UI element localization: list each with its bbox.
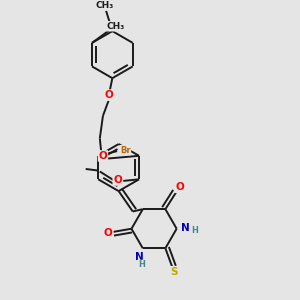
Text: O: O xyxy=(175,182,184,192)
Text: O: O xyxy=(99,151,107,161)
Text: CH₃: CH₃ xyxy=(95,1,114,10)
Text: Br: Br xyxy=(120,146,130,155)
Text: O: O xyxy=(113,175,122,185)
Text: N: N xyxy=(135,252,144,262)
Text: O: O xyxy=(105,90,114,100)
Text: N: N xyxy=(181,223,190,233)
Text: O: O xyxy=(104,228,113,239)
Text: H: H xyxy=(191,226,198,235)
Text: S: S xyxy=(170,267,178,277)
Text: CH₃: CH₃ xyxy=(106,22,124,31)
Text: H: H xyxy=(138,260,145,269)
